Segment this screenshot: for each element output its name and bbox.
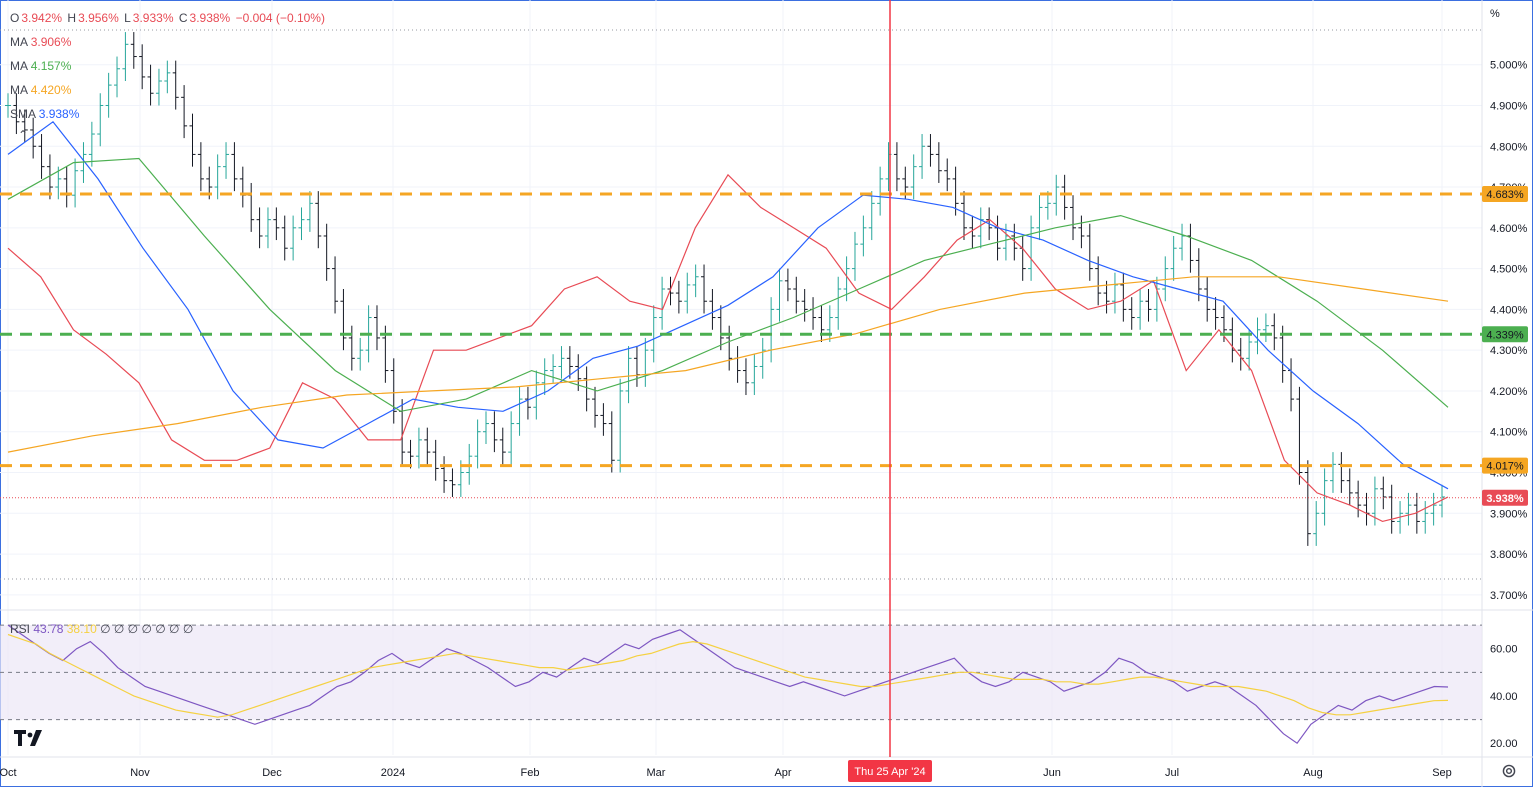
x-tick-label: Aug (1303, 767, 1323, 779)
x-tick-label: Sep (1432, 767, 1452, 779)
gear-icon[interactable] (1500, 762, 1518, 780)
level-price-tag (1482, 457, 1528, 474)
open-label: O (10, 11, 20, 25)
x-tick-label: Nov (130, 767, 150, 779)
indicator-value: 4.420% (30, 83, 72, 97)
chevron-up-icon[interactable]: ⌃ (17, 128, 29, 142)
rsi-legend[interactable]: RSI 43.78 38.10 ∅ ∅ ∅ ∅ ∅ ∅ ∅ (10, 622, 193, 636)
crosshair-date-label: Thu 25 Apr '24 (854, 766, 925, 778)
y-tick-label: 4.800% (1490, 141, 1528, 153)
last-price-tag (1482, 489, 1528, 506)
rsi-extra-values: ∅ ∅ ∅ ∅ ∅ ∅ ∅ (100, 622, 194, 636)
price-unit-label: % (1490, 8, 1500, 20)
ma-series-line (7, 120, 1449, 490)
rsi-value: 43.78 (33, 622, 64, 636)
indicator-ma-1[interactable]: MA 3.906% (10, 30, 327, 54)
close-label: C (178, 11, 188, 25)
indicator-ma-2[interactable]: MA 4.157% (10, 54, 327, 78)
low-label: L (124, 11, 131, 25)
chart-legend: O 3.942% H 3.956% L 3.933% C 3.938% −0.004 (… (10, 6, 327, 126)
x-tick-label: Jun (1043, 767, 1061, 779)
change-value: −0.004 (−0.10%) (235, 11, 325, 25)
rsi-ma-value: 38.10 (66, 622, 97, 636)
y-tick-label: 4.600% (1490, 223, 1528, 235)
rsi-ma-line (7, 633, 1449, 718)
level-price-label: 4.683% (1486, 189, 1524, 201)
ma-series-line (7, 157, 1449, 412)
close-value: 3.938% (189, 11, 231, 25)
x-tick-label: Jul (1165, 767, 1179, 779)
x-tick-label: Oct (0, 767, 17, 779)
y-tick-label: 3.700% (1490, 590, 1528, 602)
x-tick-label: Dec (262, 767, 282, 779)
y-tick-label: 4.100% (1490, 427, 1528, 439)
x-tick-label: Apr (774, 767, 791, 779)
ma-series-line (7, 276, 1449, 453)
rsi-tick-label: 20.00 (1490, 738, 1518, 750)
y-tick-label: 4.900% (1490, 100, 1528, 112)
y-tick-label: 4.300% (1490, 345, 1528, 357)
indicator-name: MA (10, 59, 28, 73)
open-value: 3.942% (21, 11, 63, 25)
y-tick-label: 4.500% (1490, 264, 1528, 276)
indicator-sma[interactable]: SMA 3.938% (10, 102, 327, 126)
indicator-name: MA (10, 83, 28, 97)
y-tick-label: 3.800% (1490, 549, 1528, 561)
tradingview-logo-icon[interactable] (14, 730, 46, 746)
indicator-name: MA (10, 35, 28, 49)
y-tick-label: 4.200% (1490, 386, 1528, 398)
x-tick-label: Feb (521, 767, 540, 779)
rsi-tick-label: 60.00 (1490, 644, 1518, 656)
indicator-name: SMA (10, 107, 36, 121)
crosshair-date-tag (848, 760, 932, 782)
indicator-ma-3[interactable]: MA 4.420% (10, 78, 327, 102)
level-price-tag (1482, 326, 1528, 343)
x-tick-label: Mar (647, 767, 666, 779)
indicator-value: 3.938% (38, 107, 80, 121)
y-tick-label: 5.000% (1490, 60, 1528, 72)
rsi-label: RSI (10, 622, 31, 636)
low-value: 3.933% (132, 11, 174, 25)
last-price-label: 3.938% (1486, 493, 1524, 505)
high-value: 3.956% (78, 11, 119, 25)
level-price-tag (1482, 185, 1528, 202)
x-tick-label: 2024 (381, 767, 405, 779)
level-price-label: 4.339% (1486, 329, 1524, 341)
rsi-tick-label: 40.00 (1490, 691, 1518, 703)
level-price-label: 4.017% (1486, 461, 1524, 473)
indicator-value: 4.157% (30, 59, 72, 73)
y-tick-label: 4.400% (1490, 304, 1528, 316)
high-label: H (67, 11, 77, 25)
ohlc-readout: O 3.942% H 3.956% L 3.933% C 3.938% −0.004 (… (10, 6, 327, 30)
y-tick-label: 3.900% (1490, 508, 1528, 520)
indicator-value: 3.906% (30, 35, 72, 49)
rsi-line (7, 624, 1449, 745)
ma-series-line (7, 173, 1449, 523)
